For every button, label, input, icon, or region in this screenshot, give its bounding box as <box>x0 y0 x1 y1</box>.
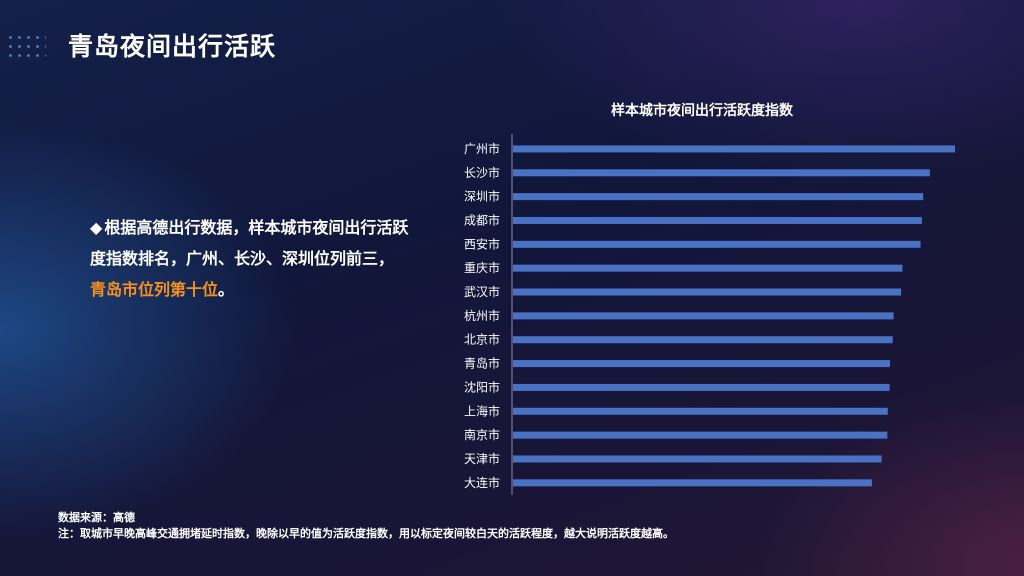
footnote: 数据来源：高德 注：取城市早晚高峰交通拥堵延时指数，晚除以早的值为活跃度指数，用… <box>58 510 674 542</box>
y-tick-label: 重庆市 <box>464 260 500 275</box>
y-tick-label: 西安市 <box>464 236 500 251</box>
bar-chart: 广州市长沙市深圳市成都市西安市重庆市武汉市杭州市北京市青岛市沈阳市上海市南京市天… <box>464 134 955 495</box>
bar-0 <box>513 145 955 153</box>
y-tick-label: 杭州市 <box>464 308 500 323</box>
chart-title: 样本城市夜间出行活跃度指数 <box>611 103 793 119</box>
y-tick-label: 沈阳市 <box>464 379 500 394</box>
decorative-dot-grid <box>6 33 46 63</box>
bar-8 <box>513 336 893 344</box>
y-tick-label: 成都市 <box>464 212 500 227</box>
bar-7 <box>513 312 894 320</box>
bar-4 <box>513 240 921 248</box>
bar-12 <box>513 431 888 439</box>
bar-14 <box>513 479 872 487</box>
bar-1 <box>513 169 930 177</box>
diamond-bullet-icon: ◆ <box>90 218 103 237</box>
bar-2 <box>513 193 924 201</box>
y-tick-label: 青岛市 <box>464 356 500 371</box>
y-tick-label: 南京市 <box>464 427 500 442</box>
bar-3 <box>513 216 922 224</box>
bullet-text: 根据高德出行数据，样本城市夜间出行活跃度指数排名，广州、长沙、深圳位列前三， <box>90 218 409 268</box>
bar-5 <box>513 264 903 272</box>
y-tick-label: 北京市 <box>464 332 500 347</box>
y-tick-label: 大连市 <box>464 475 500 490</box>
bullet-paragraph: ◆ 根据高德出行数据，样本城市夜间出行活跃度指数排名，广州、长沙、深圳位列前三， 青… <box>90 212 410 305</box>
y-tick-label: 武汉市 <box>464 284 500 299</box>
bullet-text-end: 。 <box>218 280 235 299</box>
footnote-source: 数据来源：高德 <box>58 511 135 524</box>
bar-10 <box>513 383 890 391</box>
page-title: 青岛夜间出行活跃 <box>68 32 277 61</box>
y-tick-label: 深圳市 <box>464 189 500 204</box>
bar-9 <box>513 360 891 368</box>
bar-11 <box>513 407 888 415</box>
bar-13 <box>513 455 882 463</box>
bullet-highlight: 青岛市位列第十位 <box>90 280 219 299</box>
footnote-note: 注：取城市早晚高峰交通拥堵延时指数，晚除以早的值为活跃度指数，用以标定夜间较白天… <box>58 527 674 540</box>
y-tick-label: 天津市 <box>464 451 500 466</box>
y-tick-label: 长沙市 <box>464 165 500 180</box>
bar-6 <box>513 288 902 296</box>
y-tick-label: 广州市 <box>464 141 500 156</box>
y-tick-label: 上海市 <box>464 403 500 418</box>
